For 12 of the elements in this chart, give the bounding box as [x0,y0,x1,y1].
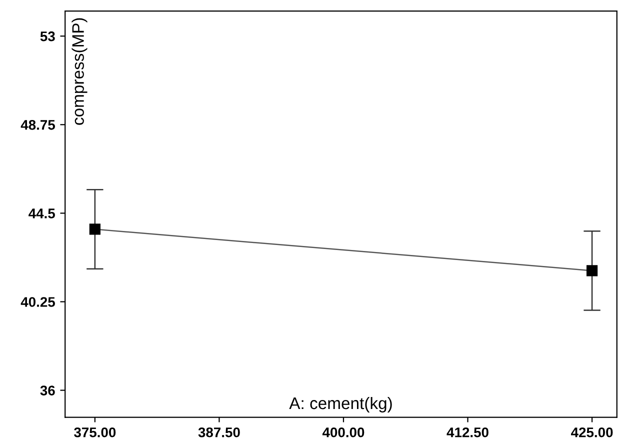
x-tick-label: 412.50 [446,427,488,438]
y-tick-label: 48.75 [20,120,55,130]
y-tick-label: 53 [40,31,55,42]
x-tick-label: 425.00 [571,427,613,438]
x-axis-title: A: cement(kg) [289,396,392,412]
y-tick-label: 40.25 [20,297,55,307]
y-tick-label: 36 [40,386,55,396]
x-tick-label: 387.50 [198,427,240,438]
y-tick-label: 44.5 [28,208,55,218]
y-axis-title: compress(MP) [72,18,88,125]
x-tick-label: 400.00 [322,427,364,438]
x-tick-label: 375.00 [74,427,116,438]
